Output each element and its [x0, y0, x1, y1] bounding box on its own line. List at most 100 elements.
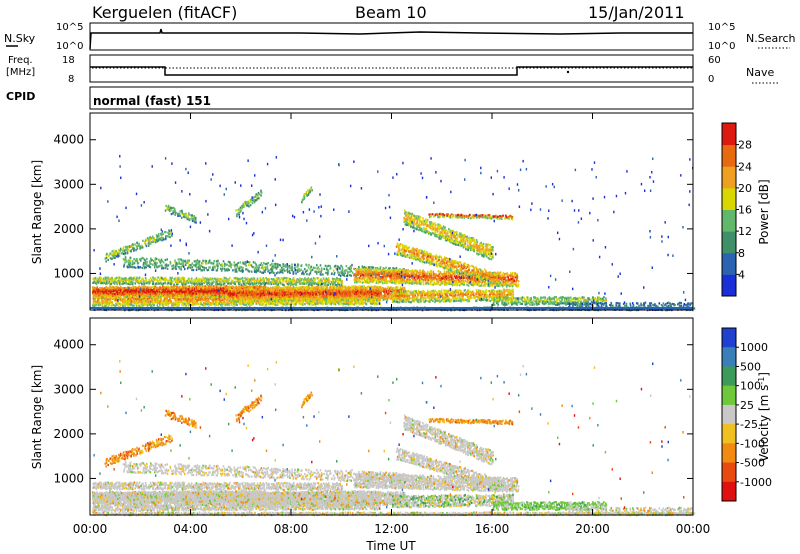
power-cell — [254, 295, 256, 297]
power-cell — [363, 295, 365, 297]
power-cell — [466, 292, 468, 294]
power-cell — [130, 287, 132, 289]
power-cell — [347, 287, 349, 289]
power-cell — [211, 303, 213, 305]
power-cell — [205, 294, 207, 296]
power-cell — [355, 299, 357, 301]
power-cell — [400, 286, 402, 288]
power-cell — [376, 287, 378, 289]
nsearch-tick-bottom: 10^0 — [708, 41, 735, 52]
power-cell — [179, 298, 181, 300]
freq-tick-bottom: 8 — [68, 74, 74, 85]
power-cell — [173, 286, 175, 288]
power-cell — [311, 288, 313, 290]
power-cell — [417, 299, 419, 301]
power-cell — [291, 296, 293, 298]
power-cell — [339, 291, 341, 293]
power-cell — [339, 295, 341, 297]
power-cell — [291, 288, 293, 290]
power-cell — [248, 294, 250, 296]
power-cell — [148, 291, 150, 293]
power-cell — [376, 301, 378, 303]
power-cell — [132, 286, 134, 288]
power-cell — [244, 304, 246, 306]
power-cell — [380, 293, 382, 295]
power-cell — [171, 302, 173, 304]
power-cell — [342, 287, 344, 289]
power-cell — [439, 298, 441, 300]
power-cell — [339, 303, 341, 305]
power-cell — [120, 304, 122, 306]
power-cell — [451, 298, 453, 300]
power-cell — [230, 302, 232, 304]
power-cell — [183, 298, 185, 300]
power-cell — [304, 303, 306, 305]
power-cell — [284, 302, 286, 304]
power-cell — [161, 298, 163, 300]
power-cell — [100, 287, 102, 289]
power-cell — [164, 287, 166, 289]
power-cell — [123, 296, 125, 298]
power-cell — [330, 297, 332, 299]
power-cell — [316, 291, 318, 293]
power-cell — [115, 299, 117, 301]
power-cell — [331, 302, 333, 304]
power-cell — [110, 283, 112, 285]
power-cell — [205, 296, 207, 298]
power-cell — [456, 297, 458, 299]
power-cell — [260, 287, 262, 289]
power-cell — [139, 290, 141, 292]
power-cell — [448, 296, 450, 298]
power-cell — [306, 287, 308, 289]
power-cell — [173, 288, 175, 290]
power-cell — [352, 298, 354, 300]
power-cell — [333, 287, 335, 289]
power-cell — [342, 303, 344, 305]
power-cell — [336, 299, 338, 301]
power-cell — [323, 298, 325, 300]
power-cell — [162, 285, 164, 287]
power-cell — [261, 288, 263, 290]
power-cell — [286, 299, 288, 301]
power-cell — [344, 292, 346, 294]
power-cell — [313, 292, 315, 294]
power-cell — [414, 300, 416, 302]
power-cell — [473, 294, 475, 296]
nsky-tick-top: 10^5 — [56, 22, 83, 33]
power-cell — [373, 301, 375, 303]
power-cell — [206, 287, 208, 289]
power-cell — [192, 289, 194, 291]
power-cell — [198, 303, 200, 305]
power-cell — [363, 285, 365, 287]
power-cell — [402, 293, 404, 295]
power-cell — [296, 299, 298, 301]
power-cell — [303, 303, 305, 305]
power-cell — [260, 304, 262, 306]
power-cell — [486, 299, 488, 301]
power-cell — [327, 299, 329, 301]
power-cell — [279, 286, 281, 288]
power-cell — [479, 294, 481, 296]
power-cell — [168, 299, 170, 301]
power-cell — [180, 286, 182, 288]
power-cell — [436, 300, 438, 302]
power-cell — [231, 304, 233, 306]
power-cell — [266, 303, 268, 305]
power-cell — [316, 299, 318, 301]
power-cell — [334, 290, 336, 292]
power-cell — [425, 300, 427, 302]
power-cell — [363, 288, 365, 290]
power-cell — [101, 297, 103, 299]
power-cell — [107, 276, 109, 278]
power-cell — [117, 291, 119, 293]
power-cell — [337, 295, 339, 297]
power-cell — [294, 287, 296, 289]
power-cell — [166, 298, 168, 300]
power-cell — [301, 295, 303, 297]
power-cell — [490, 300, 492, 302]
power-cell — [145, 289, 147, 291]
power-cell — [391, 293, 393, 295]
power-cell — [145, 292, 147, 294]
power-cell — [414, 294, 416, 296]
